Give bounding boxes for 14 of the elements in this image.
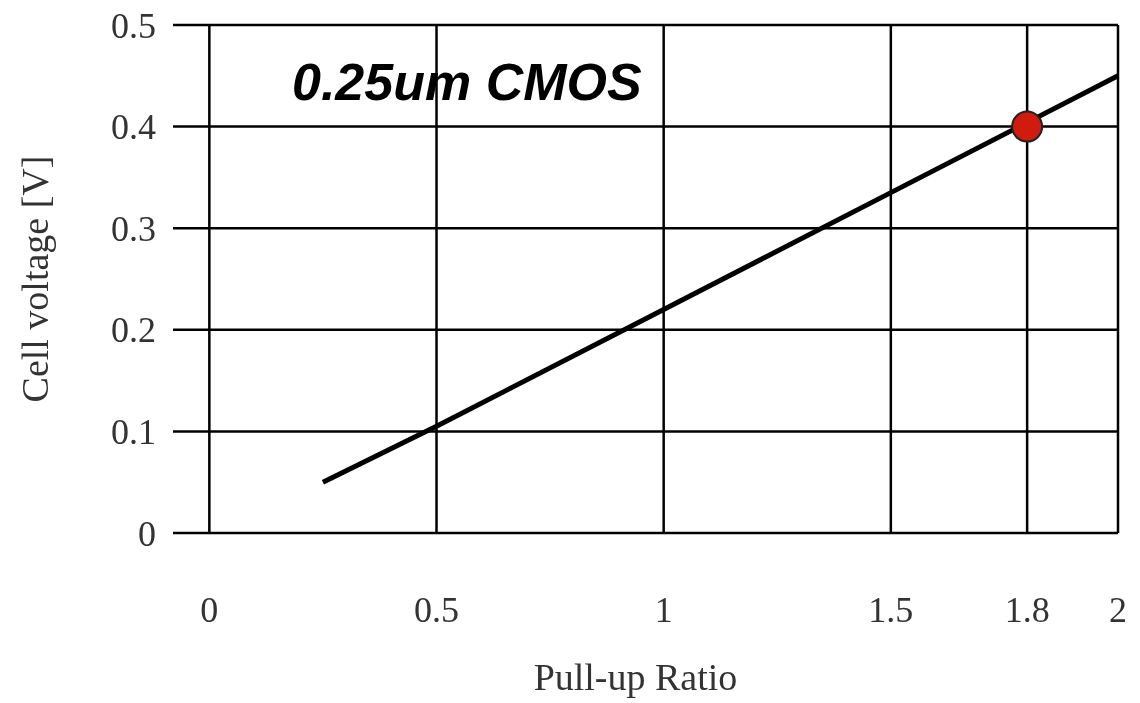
x-axis-title: Pull-up Ratio [533, 656, 738, 698]
x-tick-label: 1 [654, 590, 673, 630]
x-tick-label: 1.5 [868, 590, 914, 630]
x-tick-label: 2 [1109, 590, 1127, 630]
y-tick-label: 0 [138, 513, 156, 554]
y-tick-label: 0.3 [111, 208, 156, 249]
y-tick-label: 0.5 [111, 5, 156, 46]
x-tick-label: 0 [200, 590, 219, 630]
y-tick-label: 0.2 [111, 310, 156, 351]
y-axis-title: Cell voltage [V] [14, 155, 56, 403]
x-tick-label: 0.5 [414, 590, 460, 630]
y-tick-label: 0.1 [111, 412, 156, 452]
x-tick-label: 1.8 [1004, 590, 1050, 630]
y-tick-label: 0.4 [111, 107, 156, 148]
